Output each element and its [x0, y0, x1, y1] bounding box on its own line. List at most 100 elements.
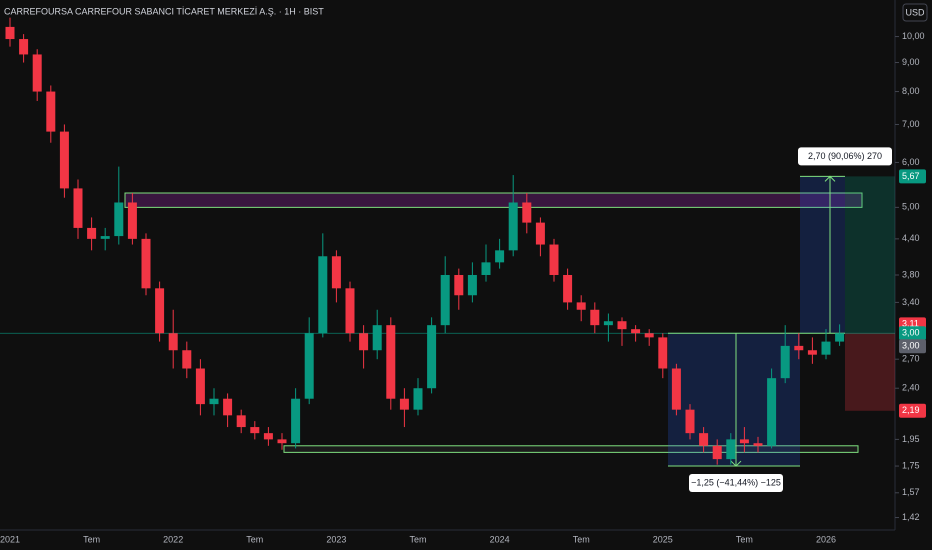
candle-body — [168, 333, 178, 351]
x-tick-label: Tem — [409, 534, 426, 544]
price-label-box — [899, 169, 926, 184]
measure-label: 2,70 (90,06%) 270 — [808, 151, 882, 161]
candle-body — [685, 409, 695, 434]
y-tick-label: 3,80 — [902, 269, 920, 279]
arrow-head — [730, 460, 742, 467]
candle-body — [182, 350, 192, 369]
y-tick-label: 1,95 — [902, 434, 920, 444]
candle-body — [821, 341, 831, 355]
candle-body — [372, 325, 382, 351]
candle-body — [739, 439, 749, 444]
candle-body — [590, 309, 600, 326]
currency-badge[interactable] — [902, 3, 928, 22]
candle-body — [549, 244, 559, 275]
candle-body — [32, 54, 42, 92]
candle-body — [114, 202, 124, 237]
price-label-box — [899, 403, 926, 418]
candle-body — [236, 415, 246, 428]
candle-body — [100, 236, 110, 239]
position-stop — [845, 333, 895, 411]
candle-body — [535, 222, 545, 245]
x-tick-label: Tem — [736, 534, 753, 544]
candle-body — [712, 445, 722, 460]
chart-title: CARREFOURSA CARREFOUR SABANCI TİCARET ME… — [4, 6, 324, 16]
candle-body — [617, 321, 627, 330]
candle-body — [127, 202, 137, 239]
candle-body — [277, 439, 287, 444]
candle-body — [223, 398, 233, 416]
candle-body — [399, 398, 409, 410]
candle-body — [454, 274, 464, 296]
y-tick-label: 9,00 — [902, 57, 920, 67]
x-tick-label: 2025 — [653, 534, 673, 544]
x-tick-label: Tem — [83, 534, 100, 544]
y-tick-label: 2,40 — [902, 383, 920, 393]
candle-body — [780, 345, 790, 379]
candle-body — [141, 238, 151, 289]
candle-body — [576, 302, 586, 310]
price-label: 3,00 — [902, 328, 920, 338]
candle-body — [318, 256, 328, 334]
candle-body — [807, 350, 817, 355]
candle-body — [658, 337, 668, 369]
measure-label-box — [689, 474, 783, 493]
candle-body — [263, 433, 273, 440]
candle-body — [345, 288, 355, 334]
x-tick-label: 2022 — [163, 534, 183, 544]
candle-body — [413, 388, 423, 410]
candle-body — [563, 274, 573, 303]
candle-body — [359, 333, 369, 351]
price-label-box — [899, 339, 926, 354]
candle-body — [794, 345, 804, 351]
candle-body — [87, 227, 97, 239]
candle-body — [304, 333, 314, 399]
candle-body — [753, 443, 763, 446]
candle-body — [209, 398, 219, 405]
candle-body — [59, 131, 69, 189]
candle-body — [481, 262, 491, 275]
x-tick-label: 2021 — [0, 534, 20, 544]
candle-body — [427, 325, 437, 389]
candle-body — [603, 321, 613, 326]
y-tick-label: 3,40 — [902, 297, 920, 307]
candle-body — [440, 274, 450, 326]
candle-body — [671, 368, 681, 410]
zone — [283, 445, 859, 453]
x-tick-label: Tem — [573, 534, 590, 544]
x-tick-label: Tem — [246, 534, 263, 544]
candle-body — [331, 256, 341, 289]
candle-body — [46, 91, 56, 132]
candle-body — [250, 427, 260, 434]
candle-body — [508, 202, 518, 251]
measure-label: −1,25 (−41,44%) −125 — [691, 477, 781, 487]
y-tick-label: 2,70 — [902, 354, 920, 364]
measure-box — [800, 176, 845, 334]
candle-body — [726, 439, 736, 460]
candle-body — [155, 288, 165, 334]
zone — [124, 192, 863, 208]
measure-label-box — [798, 147, 892, 166]
y-tick-label: 4,40 — [902, 233, 920, 243]
position-target — [845, 176, 895, 334]
candle-body — [291, 398, 301, 444]
candle-body — [73, 188, 83, 228]
y-tick-label: 8,00 — [902, 86, 920, 96]
price-label: 5,67 — [902, 171, 920, 181]
candle-body — [19, 39, 29, 55]
x-tick-label: 2026 — [816, 534, 836, 544]
candle-body — [631, 329, 641, 334]
y-tick-label: 1,42 — [902, 512, 920, 522]
candle-body — [835, 333, 845, 342]
candle-body — [699, 433, 709, 446]
candle-body — [522, 202, 532, 223]
arrow-head — [824, 175, 836, 182]
candle-body — [495, 250, 505, 263]
candle-body — [767, 378, 777, 446]
candle-body — [386, 325, 396, 399]
y-tick-label: 10,00 — [902, 31, 925, 41]
candle-body — [195, 368, 205, 405]
x-tick-label: 2024 — [490, 534, 510, 544]
price-label: 2,19 — [902, 405, 920, 415]
